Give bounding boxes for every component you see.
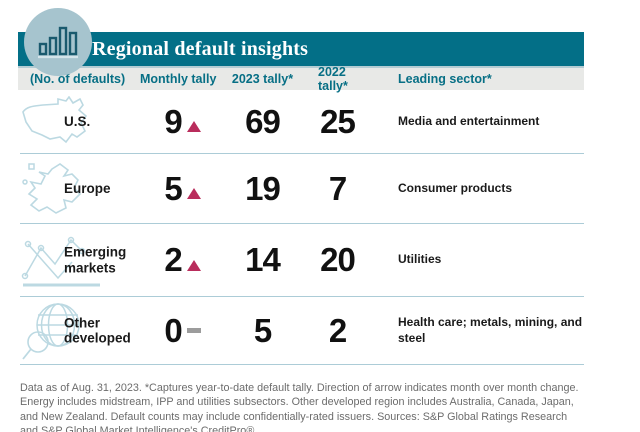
monthly-tally-cell: 9 [140, 103, 225, 141]
europe-map-icon [22, 162, 82, 214]
line-chart-icon [21, 236, 100, 287]
trend-up-icon [186, 188, 201, 199]
col-header-no-of-defaults: (No. of defaults) [30, 72, 126, 86]
tally-2023-cell: 19 [225, 170, 300, 208]
leading-sector-cell: Utilities [375, 252, 584, 268]
tally-2023-cell: 5 [225, 312, 300, 350]
leading-sector-cell: Media and entertainment [375, 114, 584, 130]
tally-2022-cell: 20 [300, 241, 375, 279]
table-row-emerging-markets: Emerging markets 2 14 20 Utilities [20, 224, 584, 297]
monthly-tally-value: 9 [164, 102, 182, 140]
header-band: Regional default insights [18, 32, 584, 68]
tally-2023-value: 19 [245, 169, 281, 207]
trend-up-icon [186, 259, 201, 271]
col-header-2022-tally: 2022 tally* [318, 65, 348, 93]
tally-2023-cell: 69 [225, 103, 300, 141]
bar-chart-badge [24, 8, 92, 76]
leading-sector-value: Media and entertainment [398, 113, 540, 128]
col-header-2023-tally: 2023 tally* [231, 72, 294, 86]
col-header-monthly-tally: Monthly tally [140, 72, 217, 86]
tally-2022-value: 25 [320, 102, 356, 140]
leading-sector-value: Consumer products [398, 180, 513, 195]
monthly-tally-cell: 5 [140, 170, 225, 208]
trend-up-icon [186, 121, 201, 132]
globe-magnifier-icon [22, 302, 80, 360]
column-header-row: (No. of defaults) Monthly tally 2023 tal… [18, 65, 584, 93]
monthly-tally-cell: 2 [140, 241, 225, 279]
monthly-tally-cell: 0 [140, 312, 225, 350]
trend-flat-icon [186, 328, 201, 333]
table-row-us: U.S. 9 69 25 Media and entertainment [20, 90, 584, 154]
leading-sector-value: Utilities [398, 252, 442, 267]
footnote-text: Data as of Aug. 31, 2023. *Captures year… [20, 382, 579, 432]
col-header-leading-sector: Leading sector* [398, 72, 492, 86]
table-row-europe: Europe 5 19 7 Consumer products [20, 154, 584, 224]
us-map-icon [22, 95, 88, 143]
tally-2022-value: 2 [328, 311, 347, 349]
region-cell: U.S. [20, 90, 140, 153]
tally-2023-value: 69 [245, 102, 281, 140]
tally-2022-cell: 25 [300, 103, 375, 141]
page-title: Regional default insights [92, 37, 309, 60]
tally-2022-value: 20 [320, 241, 356, 278]
leading-sector-value: Health care; metals, mining, and steel [398, 314, 583, 345]
tally-2023-cell: 14 [225, 241, 300, 279]
region-cell: Europe [20, 154, 140, 223]
tally-2022-value: 7 [328, 169, 347, 207]
leading-sector-cell: Health care; metals, mining, and steel [375, 315, 584, 346]
region-label: Europe [64, 180, 111, 196]
monthly-tally-value: 2 [164, 241, 182, 278]
bar-chart-icon [38, 26, 78, 59]
leading-sector-cell: Consumer products [375, 181, 584, 197]
tally-2023-value: 5 [253, 311, 272, 349]
region-cell: Other developed [20, 297, 140, 364]
region-cell: Emerging markets [20, 224, 140, 296]
monthly-tally-value: 0 [164, 311, 182, 349]
tally-2022-cell: 7 [300, 170, 375, 208]
region-label: U.S. [64, 113, 91, 129]
tally-2023-value: 14 [245, 241, 281, 278]
tally-2022-cell: 2 [300, 312, 375, 350]
region-label: Emerging markets [64, 244, 127, 275]
table-row-other-developed: Other developed 0 5 2 Health care; metal… [20, 297, 584, 365]
region-label: Other developed [64, 314, 131, 346]
monthly-tally-value: 5 [164, 169, 182, 207]
data-rows: U.S. 9 69 25 Media and entertainment Eur… [20, 90, 584, 365]
